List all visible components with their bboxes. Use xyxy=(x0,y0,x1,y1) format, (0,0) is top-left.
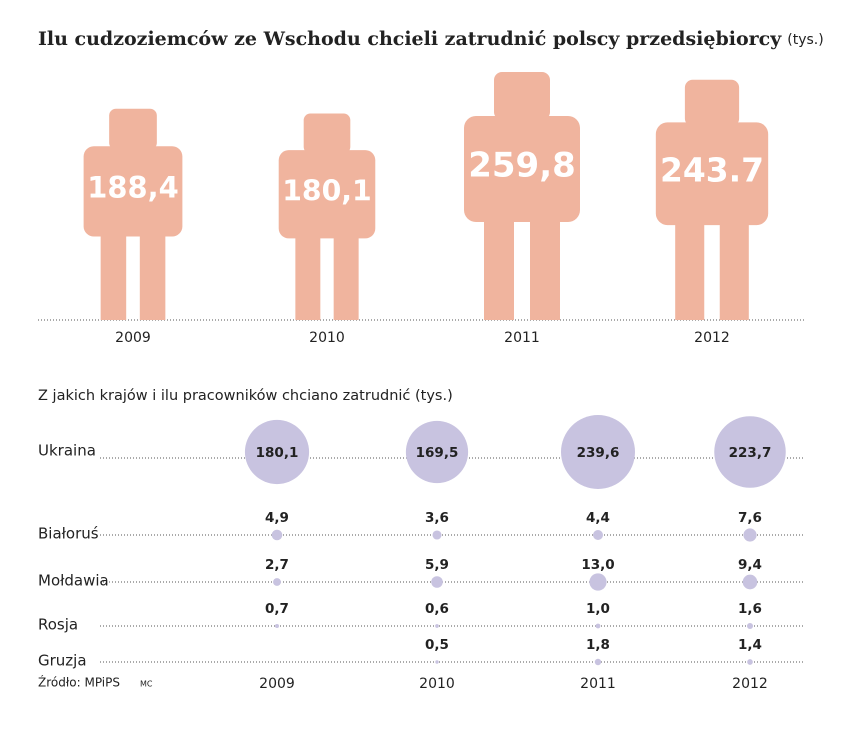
bubble xyxy=(244,419,310,485)
bubble xyxy=(432,530,442,540)
value-label: 4,4 xyxy=(586,510,610,526)
figure-head xyxy=(684,79,740,127)
bubble xyxy=(561,415,635,489)
figure-body xyxy=(464,116,580,222)
bubble xyxy=(273,578,281,586)
value-label: 1,0 xyxy=(586,601,610,617)
x-tick-label: 2010 xyxy=(419,676,455,692)
row-label: Mołdawia xyxy=(38,572,109,590)
row-label: Gruzja xyxy=(38,652,87,670)
person-figure xyxy=(655,79,769,320)
figure-leg xyxy=(719,215,749,320)
bubble xyxy=(595,623,601,629)
figure-body xyxy=(655,122,769,226)
value-label: 243.7 xyxy=(660,150,764,189)
row-label: Rosja xyxy=(38,616,78,634)
figure-leg xyxy=(100,228,127,320)
value-label: 13,0 xyxy=(581,557,614,573)
bubble xyxy=(742,574,758,590)
bubble xyxy=(743,528,757,542)
figure-leg xyxy=(295,230,321,320)
credit: MC xyxy=(140,680,153,689)
chart-title: Ilu cudzoziemców ze Wschodu chcieli zatr… xyxy=(38,28,824,50)
value-label: 239,6 xyxy=(577,445,620,461)
bubble xyxy=(431,576,443,588)
source: Źródło: MPiPS xyxy=(38,675,120,690)
bubble xyxy=(746,622,754,630)
figure-head xyxy=(303,113,351,154)
value-label: 259,8 xyxy=(468,146,576,186)
row-label: Białoruś xyxy=(38,525,99,543)
value-label: 5,9 xyxy=(425,557,449,573)
value-label: 3,6 xyxy=(425,510,449,526)
bubble xyxy=(435,624,439,628)
value-label: 1,8 xyxy=(586,637,610,653)
figure-leg xyxy=(484,212,514,320)
figure-leg xyxy=(139,228,166,320)
value-label: 0,5 xyxy=(425,637,449,653)
bubble xyxy=(714,416,786,488)
value-label: 2,7 xyxy=(265,557,289,573)
value-label: 7,6 xyxy=(738,510,762,526)
value-label: 169,5 xyxy=(416,445,459,461)
x-tick-label: 2011 xyxy=(504,330,540,346)
value-label: 188,4 xyxy=(87,171,179,205)
bubble xyxy=(405,420,469,484)
figure-body xyxy=(83,146,183,237)
x-tick-label: 2009 xyxy=(115,330,151,346)
value-label: 223,7 xyxy=(729,445,772,461)
value-label: 0,6 xyxy=(425,601,449,617)
bubble xyxy=(747,659,753,665)
x-tick-label: 2010 xyxy=(309,330,345,346)
bubble xyxy=(275,624,279,628)
figure-head xyxy=(494,72,550,120)
bubble xyxy=(594,658,602,666)
value-label: 4,9 xyxy=(265,510,289,526)
person-figure xyxy=(278,113,376,320)
figure-body xyxy=(278,150,376,239)
row-label: Ukraina xyxy=(38,442,96,460)
bubble xyxy=(592,529,604,541)
bubble xyxy=(589,573,607,591)
figure-leg xyxy=(530,212,560,320)
bubble xyxy=(271,529,283,541)
x-tick-label: 2011 xyxy=(580,676,616,692)
value-label: 1,6 xyxy=(738,601,762,617)
value-label: 1,4 xyxy=(738,637,762,653)
value-label: 180,1 xyxy=(282,175,372,208)
title-text: Ilu cudzoziemców ze Wschodu chcieli zatr… xyxy=(38,28,782,50)
figure-leg xyxy=(675,215,705,320)
x-tick-label: 2012 xyxy=(694,330,730,346)
value-label: 9,4 xyxy=(738,557,762,573)
x-tick-label: 2012 xyxy=(732,676,768,692)
figure-leg xyxy=(333,230,359,320)
person-figure xyxy=(464,72,580,320)
title-unit: (tys.) xyxy=(787,32,823,48)
x-tick-label: 2009 xyxy=(259,676,295,692)
person-figure xyxy=(83,108,183,320)
subchart-title: Z jakich krajów i ilu pracowników chcian… xyxy=(38,388,453,404)
figure-head xyxy=(109,108,157,150)
value-label: 180,1 xyxy=(256,445,299,461)
bubble xyxy=(435,660,439,664)
value-label: 0,7 xyxy=(265,601,289,617)
